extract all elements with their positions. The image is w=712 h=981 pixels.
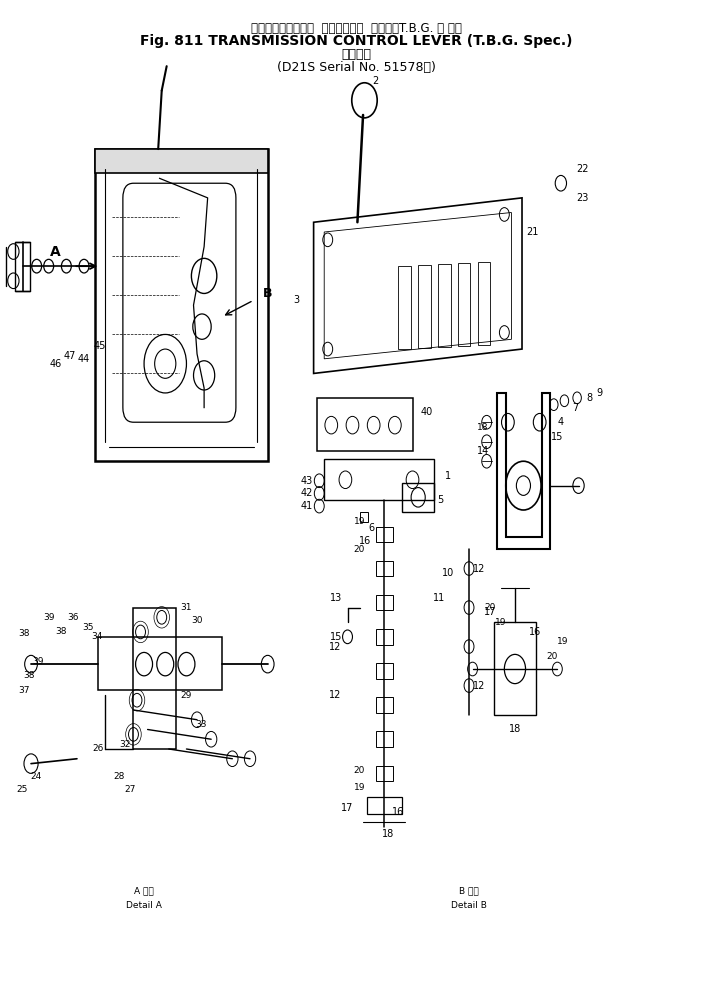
Text: 7: 7 — [572, 402, 578, 413]
Text: 36: 36 — [68, 613, 79, 622]
Text: 5: 5 — [438, 495, 444, 505]
Bar — [360, 512, 368, 522]
Bar — [376, 629, 393, 645]
Bar — [376, 663, 393, 679]
Text: 17: 17 — [484, 607, 496, 617]
Text: 46: 46 — [50, 359, 62, 369]
Text: 32: 32 — [120, 740, 131, 749]
Bar — [95, 149, 268, 174]
Text: 19: 19 — [354, 783, 365, 792]
Text: 15: 15 — [551, 432, 563, 441]
Text: 18: 18 — [382, 829, 394, 839]
Bar — [16, 241, 30, 290]
Bar — [367, 797, 402, 814]
Text: 21: 21 — [526, 227, 539, 237]
Text: 18: 18 — [509, 725, 521, 735]
Text: トランスミッション  コントロール  レバー（T.B.G. 仕 様）: トランスミッション コントロール レバー（T.B.G. 仕 様） — [251, 22, 461, 34]
Text: 19: 19 — [557, 638, 569, 646]
Bar — [98, 637, 221, 691]
Text: 3: 3 — [293, 295, 299, 305]
Text: 20: 20 — [354, 544, 365, 553]
Text: B 詳細: B 詳細 — [459, 886, 479, 895]
Bar — [458, 263, 471, 346]
Bar — [438, 264, 451, 347]
Bar — [376, 561, 393, 577]
Text: A: A — [51, 244, 61, 259]
Text: 8: 8 — [586, 392, 592, 403]
Text: 28: 28 — [114, 772, 125, 781]
Text: 15: 15 — [330, 632, 342, 642]
Bar — [399, 266, 411, 349]
Text: Detail B: Detail B — [451, 901, 487, 909]
Text: 45: 45 — [93, 341, 106, 351]
Bar — [418, 265, 431, 348]
Bar — [402, 483, 434, 512]
Text: 20: 20 — [354, 766, 365, 775]
Bar — [317, 398, 412, 451]
Text: 16: 16 — [528, 627, 541, 637]
Text: 20: 20 — [485, 603, 496, 612]
Bar — [376, 594, 393, 610]
Text: 1: 1 — [445, 471, 451, 481]
Text: (D21S Serial No. 51578～): (D21S Serial No. 51578～) — [276, 61, 436, 74]
Bar — [324, 459, 434, 500]
Text: 44: 44 — [78, 354, 90, 364]
Text: 11: 11 — [433, 593, 446, 602]
Text: 31: 31 — [181, 603, 192, 612]
Bar — [376, 697, 393, 713]
Text: Fig. 811 TRANSMISSION CONTROL LEVER (T.B.G. Spec.): Fig. 811 TRANSMISSION CONTROL LEVER (T.B… — [140, 34, 572, 48]
Text: Detail A: Detail A — [126, 901, 162, 909]
Bar — [95, 149, 268, 461]
Text: 19: 19 — [354, 517, 365, 526]
Text: 33: 33 — [195, 720, 206, 729]
Text: 20: 20 — [547, 651, 558, 661]
Text: 2: 2 — [372, 76, 378, 85]
Text: 12: 12 — [473, 563, 486, 574]
Text: 41: 41 — [300, 501, 313, 511]
Text: 30: 30 — [192, 616, 203, 625]
Text: 39: 39 — [43, 613, 54, 622]
Text: 37: 37 — [19, 686, 30, 695]
Text: 4: 4 — [557, 417, 564, 427]
Text: 38: 38 — [56, 628, 67, 637]
Text: 12: 12 — [473, 681, 486, 691]
Text: 47: 47 — [63, 351, 76, 361]
Bar — [376, 527, 393, 542]
Bar — [133, 607, 176, 749]
Text: 6: 6 — [369, 523, 375, 533]
Text: 26: 26 — [93, 745, 104, 753]
Text: 42: 42 — [300, 489, 313, 498]
Text: 10: 10 — [441, 568, 454, 579]
Text: 38: 38 — [19, 630, 30, 639]
Text: 35: 35 — [82, 623, 93, 632]
Text: 17: 17 — [340, 802, 353, 812]
Bar — [376, 765, 393, 781]
Text: 9: 9 — [597, 387, 603, 398]
Bar — [493, 622, 536, 715]
Text: 12: 12 — [329, 691, 341, 700]
Bar — [478, 262, 491, 345]
Text: 16: 16 — [392, 807, 404, 817]
Text: 13: 13 — [330, 593, 342, 602]
Text: B: B — [263, 287, 273, 300]
Text: 16: 16 — [359, 537, 372, 546]
Text: 40: 40 — [421, 407, 433, 418]
Text: 24: 24 — [31, 772, 41, 781]
Text: 43: 43 — [300, 476, 313, 486]
Text: 25: 25 — [16, 786, 28, 795]
Text: 27: 27 — [125, 786, 135, 795]
Text: 14: 14 — [477, 446, 489, 456]
Text: 19: 19 — [495, 618, 506, 627]
Text: 23: 23 — [576, 193, 588, 203]
Text: 18: 18 — [478, 423, 489, 432]
Text: 38: 38 — [23, 671, 35, 681]
Text: 39: 39 — [32, 656, 44, 666]
Text: A 詳細: A 詳細 — [134, 886, 154, 895]
Text: 29: 29 — [181, 691, 192, 699]
Text: 34: 34 — [91, 633, 103, 642]
Text: 22: 22 — [576, 164, 588, 174]
Text: 適用号機: 適用号機 — [341, 48, 371, 61]
Text: 12: 12 — [329, 642, 341, 651]
Bar — [376, 732, 393, 748]
